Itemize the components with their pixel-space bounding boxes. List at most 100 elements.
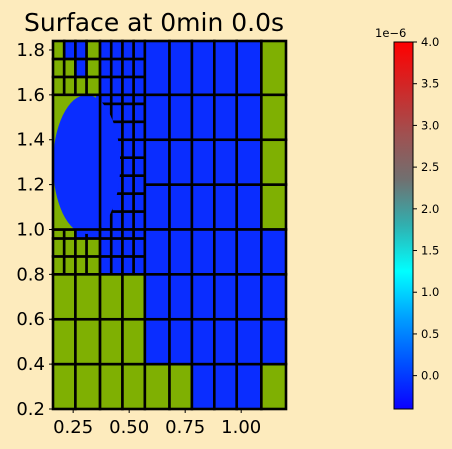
mesh-cell	[98, 273, 124, 321]
mesh-cell	[74, 237, 88, 258]
mesh-cell	[98, 39, 113, 61]
mesh-cell	[168, 273, 194, 321]
mesh-cell	[109, 102, 124, 124]
mesh-cell	[121, 237, 135, 258]
mesh-cell	[98, 317, 124, 366]
mesh-cell	[121, 362, 147, 411]
x-tick-label: 0.25	[53, 417, 93, 438]
mesh-cell	[121, 39, 135, 61]
mesh-cell	[190, 317, 216, 366]
mesh-cell	[168, 362, 194, 411]
mesh-cell	[235, 228, 263, 276]
mesh-cell	[51, 273, 77, 321]
colorbar-tick-label: 2.5	[421, 160, 439, 174]
mesh-cell	[168, 93, 194, 142]
mesh-cell	[109, 93, 124, 106]
y-tick-label: 1.2	[16, 175, 45, 196]
mesh-cell	[143, 183, 171, 231]
mesh-cell	[260, 183, 288, 231]
mesh-cell	[109, 255, 124, 276]
mesh-cell	[168, 39, 194, 97]
mesh-cell	[190, 273, 216, 321]
colorbar-tick-label: 0.0	[421, 369, 439, 383]
mesh-cell	[85, 237, 102, 258]
mesh-cell	[143, 317, 171, 366]
mesh-cell	[132, 174, 147, 195]
mesh-cell	[143, 39, 171, 97]
mesh-cell	[235, 138, 263, 186]
plot-area	[51, 39, 288, 411]
colorbar-tick-label: 1.5	[421, 244, 439, 258]
mesh-cell	[168, 317, 194, 366]
mesh-cell	[260, 317, 288, 366]
x-tick-label: 0.75	[165, 417, 205, 438]
mesh-cell	[132, 156, 147, 177]
mesh-cell	[51, 75, 66, 97]
mesh-cell	[260, 362, 288, 411]
mesh-cell	[235, 362, 263, 411]
mesh-cell	[132, 75, 147, 97]
mesh-cell	[260, 228, 288, 276]
mesh-cell	[235, 183, 263, 231]
plot-frame	[52, 40, 287, 410]
mesh-cell	[62, 237, 77, 258]
mesh-cell	[51, 255, 66, 276]
y-tick-label: 0.4	[16, 354, 45, 375]
mesh-cell	[109, 39, 124, 61]
mesh-cell	[260, 93, 288, 142]
mesh-cell	[74, 39, 88, 61]
colorbar: 1e−6 0.0 0.5 1.0 1.5 2.0 2.5 3.0 3.5 4.0	[375, 26, 439, 410]
mesh-cell	[132, 102, 147, 124]
mesh-cell	[235, 39, 263, 97]
mesh-cell	[51, 228, 66, 240]
mesh-cell	[132, 192, 147, 213]
wet-region-edge	[96, 94, 101, 230]
mesh-cell	[132, 120, 147, 142]
mesh-cell	[51, 237, 66, 258]
mesh-cell	[121, 210, 135, 231]
mesh-cell	[121, 138, 135, 159]
mesh-cell	[213, 317, 239, 366]
mesh-cell	[51, 57, 66, 79]
mesh-cell	[85, 75, 102, 97]
mesh-cell	[98, 75, 113, 97]
colorbar-tick-label: 1.0	[421, 285, 439, 299]
mesh-cell	[190, 138, 216, 186]
mesh-cell	[98, 362, 124, 411]
mesh-cell	[143, 362, 171, 411]
mesh-cell	[143, 93, 171, 142]
y-tick-label: 1.0	[16, 219, 45, 240]
colorbar-tick-label: 4.0	[421, 35, 439, 49]
mesh-cell	[74, 273, 102, 321]
mesh-cell	[98, 57, 113, 79]
mesh-cell	[213, 183, 239, 231]
x-tick-label: 0.50	[109, 417, 149, 438]
mesh-cell	[235, 273, 263, 321]
mesh-cell	[143, 228, 171, 276]
mesh-cell	[62, 228, 77, 240]
mesh-cell	[132, 255, 147, 276]
mesh-cell	[190, 362, 216, 411]
chart-title: Surface at 0min 0.0s	[24, 8, 284, 37]
mesh-cell	[109, 237, 124, 258]
mesh-cell	[213, 39, 239, 97]
mesh-cell	[109, 75, 124, 97]
colorbar-tick-label: 2.0	[421, 202, 439, 216]
mesh-cell	[132, 138, 147, 159]
mesh-cell	[109, 57, 124, 79]
mesh-cell	[109, 210, 124, 231]
mesh-cell	[74, 75, 88, 97]
mesh-cell	[168, 183, 194, 231]
mesh-cell	[213, 273, 239, 321]
mesh-cell	[121, 255, 135, 276]
mesh-cell	[85, 39, 102, 61]
wet-region	[52, 94, 121, 234]
mesh-cell	[121, 75, 135, 97]
mesh-cell	[213, 362, 239, 411]
colorbar-tick-label: 0.5	[421, 327, 439, 341]
mesh-cell	[235, 317, 263, 366]
mesh-cell	[168, 138, 194, 186]
mesh-cell	[85, 255, 102, 276]
mesh-cell	[121, 156, 135, 177]
mesh-cell	[190, 183, 216, 231]
